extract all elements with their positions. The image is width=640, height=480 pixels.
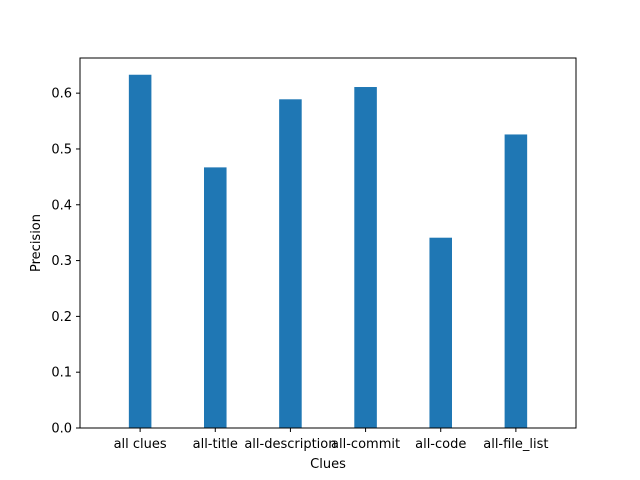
y-tick-label: 0.4: [51, 198, 72, 213]
bar-all-clues: [128, 74, 152, 429]
x-axis-title: Clues: [310, 457, 346, 472]
bar-all-commit: [354, 87, 377, 429]
y-tick-label: 0.3: [51, 254, 72, 269]
bars-group: [128, 74, 528, 429]
x-tick-label: all-description: [244, 437, 336, 452]
plot-frame: [79, 57, 577, 429]
x-axis: all clues all-title all-descriptionall-com…: [114, 428, 549, 452]
bar-all-description: [279, 99, 302, 429]
x-tick-label: all-commit: [331, 437, 400, 452]
y-tick-label: 0.6: [51, 87, 72, 102]
y-tick-label: 0.2: [51, 310, 72, 325]
bar-all-title: [204, 167, 227, 428]
y-axis: 0.0 0.1 0.2 0.3 0.4 0.5 0.6: [51, 87, 80, 437]
x-tick-label: all clues: [114, 437, 167, 452]
y-tick-label: 0.5: [51, 142, 72, 157]
x-tick-label: all-code: [415, 437, 466, 452]
bar-all-code: [429, 237, 452, 428]
y-tick-label: 0.1: [51, 366, 72, 381]
bar-all-file-list: [504, 134, 528, 428]
x-tick-label: all-title: [193, 437, 238, 452]
y-tick-label: 0.0: [51, 422, 72, 437]
x-tick-label: all-file_list: [483, 437, 548, 452]
y-axis-title: Precision: [29, 214, 44, 272]
